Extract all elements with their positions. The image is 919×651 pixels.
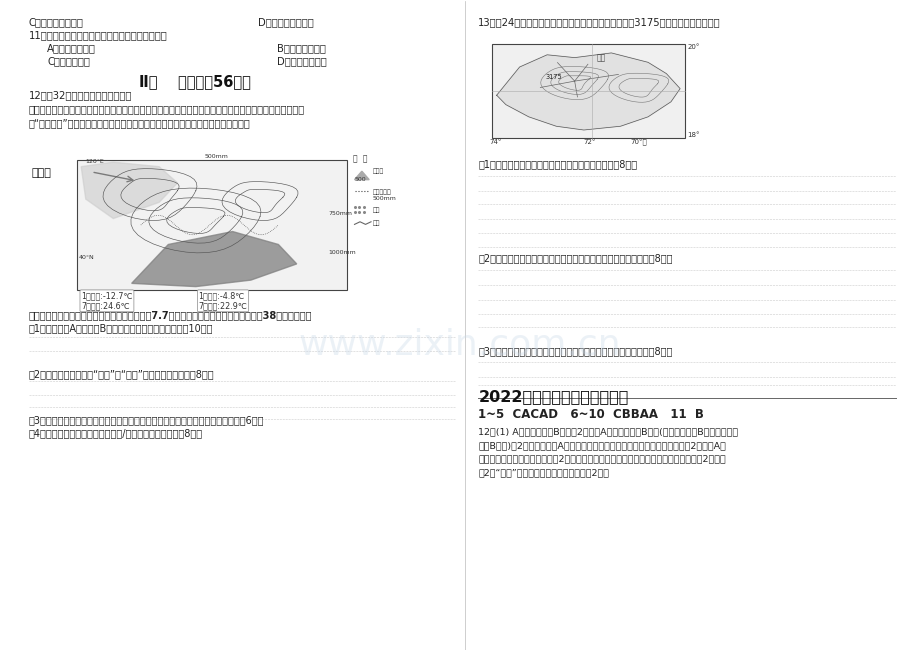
Text: 70°西: 70°西 (630, 138, 647, 146)
Text: 等高线: 等高线 (372, 169, 384, 174)
Text: C．寒暖流减弱: C．寒暖流减弱 (47, 57, 90, 66)
Text: 750mm: 750mm (328, 211, 353, 215)
Text: 图  例: 图 例 (352, 154, 367, 163)
Text: 1000mm: 1000mm (328, 249, 357, 255)
Polygon shape (81, 162, 177, 219)
Polygon shape (354, 171, 369, 180)
Text: 温比B地低)（2分）。缘由：A地接近海洋，处于夏季风迎风坡，年降水量较多（2分）；A地: 温比B地低)（2分）。缘由：A地接近海洋，处于夏季风迎风坡，年降水量较多（2分）… (478, 441, 725, 450)
Text: 年降水量线: 年降水量线 (372, 189, 391, 195)
Text: 河流: 河流 (372, 221, 380, 226)
Text: 2022屆一诊模拟地理参考答案: 2022屆一诊模拟地理参考答案 (478, 389, 628, 404)
FancyBboxPatch shape (76, 160, 346, 290)
Text: （2）分别说明辽河流域“东水”和“西沙”形成的自然缘由。（8分）: （2）分别说明辽河流域“东水”和“西沙”形成的自然缘由。（8分） (28, 370, 214, 380)
Text: 500mm: 500mm (205, 154, 229, 159)
Text: 西辽河: 西辽河 (31, 168, 51, 178)
Text: 74°: 74° (489, 139, 501, 145)
Text: 72°: 72° (583, 139, 595, 145)
Text: 500mm: 500mm (372, 197, 396, 201)
Text: 500: 500 (354, 177, 366, 182)
Text: 12、(1) A地年降水量比B地多（2分），A地的年温差比B地小(或冬季气温比B地高，夏季气: 12、(1) A地年降水量比B地多（2分），A地的年温差比B地小(或冬季气温比B… (478, 427, 738, 436)
Text: www.zixin.com.cn: www.zixin.com.cn (299, 328, 620, 362)
Text: 18°: 18° (686, 132, 699, 137)
Text: 洋流: 洋流 (596, 53, 606, 62)
Text: 3175: 3175 (546, 74, 562, 80)
Text: （2）“东水”：干流东侧年降水量较大。（2分）: （2）“东水”：干流东侧年降水量较大。（2分） (478, 468, 608, 477)
Polygon shape (496, 53, 679, 130)
Text: 材料一：辽河地处我国东北半干旱半湿润地区，其干流水量主要来自东侧支流，泥沙则主要来自西侧支流，: 材料一：辽河地处我国东北半干旱半湿润地区，其干流水量主要来自东侧支流，泥沙则主要… (28, 104, 305, 115)
Text: （1）说出图中A地不同于B地的气候特点，并简析缘由。（10分）: （1）说出图中A地不同于B地的气候特点，并简析缘由。（10分） (28, 324, 213, 333)
Text: 1月均温:-12.7℃
7月均温:24.6℃: 1月均温:-12.7℃ 7月均温:24.6℃ (81, 291, 132, 311)
Text: 12．（32分）依据材料回答问题。: 12．（32分）依据材料回答问题。 (28, 90, 132, 100)
Text: 20°: 20° (686, 44, 699, 49)
Text: 40°N: 40°N (78, 255, 94, 260)
Text: （4）渤海与黄海相比，水质更（好/差）？试分析缘由。（8分）: （4）渤海与黄海相比，水质更（好/差）？试分析缘由。（8分） (28, 428, 203, 438)
Text: 1月均温:-4.8℃
7月均温:22.9℃: 1月均温:-4.8℃ 7月均温:22.9℃ (199, 291, 247, 311)
Text: （1）描述海地岛的地形地势特点并说明推断依据。（8分）: （1）描述海地岛的地形地势特点并说明推断依据。（8分） (478, 159, 637, 169)
Text: C．位于洋流交汇处: C．位于洋流交汇处 (28, 18, 84, 27)
Text: （3）海地岛西北部年降水量丰富且季节变化小，请分析其成因。（8分）: （3）海地岛西北部年降水量丰富且季节变化小，请分析其成因。（8分） (478, 346, 672, 356)
Text: B．人类过度捕捞: B．人类过度捕捞 (277, 44, 325, 53)
Text: 11．导致该渔场鱼群大量锐减的最主要缘由可能是: 11．导致该渔场鱼群大量锐减的最主要缘由可能是 (28, 31, 167, 40)
Text: 13．（24分）读海地所在岛的地形、水系示意图（图中3175指岛的最高峰海拔）。: 13．（24分）读海地所在岛的地形、水系示意图（图中3175指岛的最高峰海拔）。 (478, 18, 720, 27)
Polygon shape (131, 232, 297, 286)
Text: 有“东水西沙”之说。流域内人口密集，工农业生产集中。下图为我国辽河流域示意图: 有“东水西沙”之说。流域内人口密集，工农业生产集中。下图为我国辽河流域示意图 (28, 118, 250, 128)
Text: A．全球气候变暖: A．全球气候变暖 (47, 44, 96, 53)
Text: 材料二：渤海是我国的内海，三面环陆，面积地7.7万平方千米，黄海为边缘海，面积约38万平方千米。: 材料二：渤海是我国的内海，三面环陆，面积地7.7万平方千米，黄海为边缘海，面积约… (28, 310, 312, 320)
Text: 沙地: 沙地 (372, 208, 380, 213)
Text: （2）对海地危害最大的自然灾害是地震，请提出四条防灾措施。（8分）: （2）对海地危害最大的自然灾害是地震，请提出四条防灾措施。（8分） (478, 253, 672, 263)
Text: D．地表径流削减: D．地表径流削减 (277, 57, 326, 66)
Text: 夏季受海洋影响大，气温较低（2分），冬季地形的阻挡，受冬季风影响小，气温较高（2分）。: 夏季受海洋影响大，气温较低（2分），冬季地形的阻挡，受冬季风影响小，气温较高（2… (478, 454, 725, 464)
FancyBboxPatch shape (492, 44, 684, 137)
Text: （3）目前辽河某些河段在枯水期因天地下水不再补给河水的现象，分析其缘由。（6分）: （3）目前辽河某些河段在枯水期因天地下水不再补给河水的现象，分析其缘由。（6分） (28, 415, 264, 425)
Text: 1~5  CACAD   6~10  CBBAA   11  B: 1~5 CACAD 6~10 CBBAA 11 B (478, 408, 703, 421)
Text: D．位于沿海大陆架: D．位于沿海大陆架 (258, 18, 313, 27)
Text: Ⅱ卷    综合题（56分）: Ⅱ卷 综合题（56分） (139, 74, 251, 89)
Text: 120°E: 120°E (85, 159, 105, 165)
